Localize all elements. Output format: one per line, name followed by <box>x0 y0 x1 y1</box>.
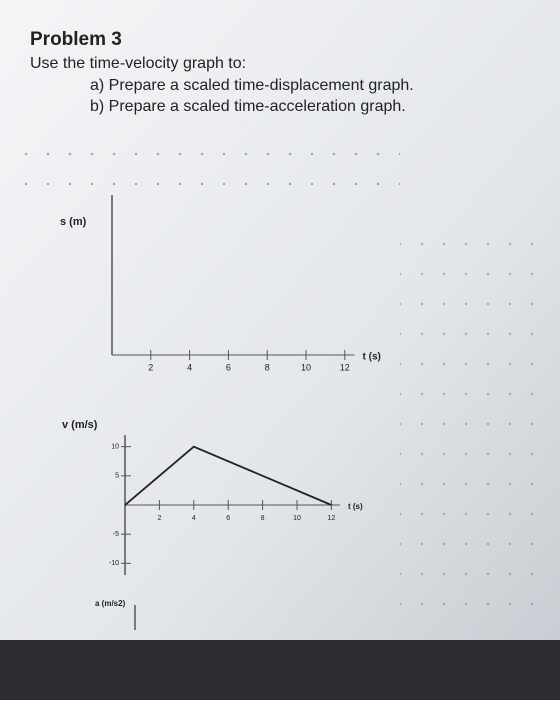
velocity-line <box>124 445 332 506</box>
x-tick-label: 4 <box>192 515 196 522</box>
dot-grid <box>20 125 400 185</box>
y-tick-label: -5 <box>113 531 119 538</box>
x-tick-label: 4 <box>187 362 192 372</box>
item: b) Prepare a scaled time-acceleration gr… <box>90 98 406 115</box>
y-axis-label: v (m/s) <box>62 419 98 431</box>
bezel <box>0 640 560 700</box>
y-axis-label: s (m) <box>60 216 87 228</box>
y-tick-label: 5 <box>115 473 119 480</box>
x-tick-label: 10 <box>293 515 301 522</box>
y-tick-label: -10 <box>109 560 119 567</box>
x-tick-label: 6 <box>226 515 230 522</box>
item: a) Prepare a scaled time-displacement gr… <box>90 77 414 94</box>
y-axis-label: a (m/s2) <box>95 599 126 608</box>
x-axis-label: t (s) <box>348 502 363 511</box>
x-tick-label: 10 <box>301 362 311 372</box>
x-tick-label: 6 <box>226 362 231 372</box>
x-axis-label: t (s) <box>363 352 381 363</box>
x-tick-label: 2 <box>157 515 161 522</box>
x-tick-label: 12 <box>340 362 350 372</box>
y-tick-label: 10 <box>111 444 119 451</box>
title: Problem 3 <box>30 29 122 50</box>
x-tick-label: 8 <box>265 362 270 372</box>
instruction: Use the time-velocity graph to: <box>30 55 246 72</box>
x-tick-label: 8 <box>261 515 265 522</box>
x-tick-label: 12 <box>328 515 336 522</box>
dot-grid <box>400 240 550 620</box>
x-tick-label: 2 <box>148 362 153 372</box>
